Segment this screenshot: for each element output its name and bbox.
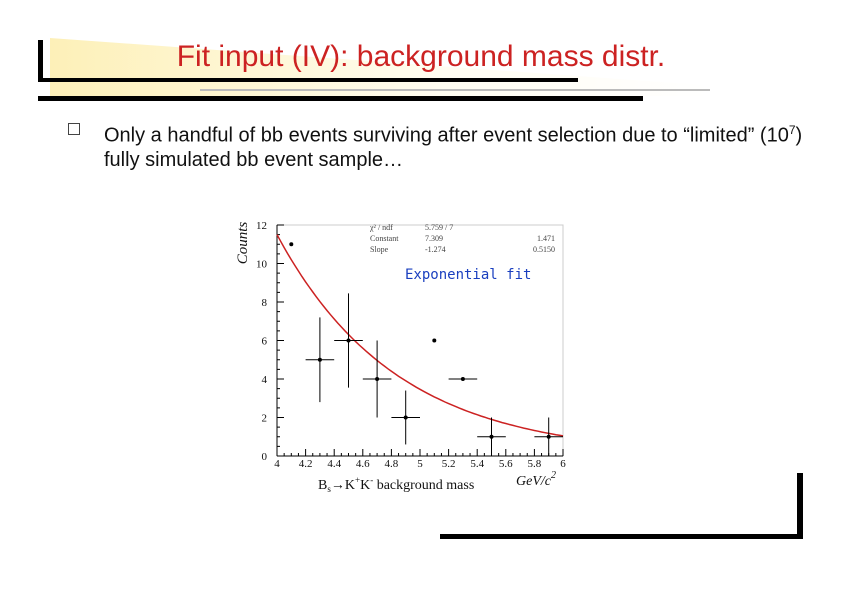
stats-value: -1.274 <box>425 245 446 254</box>
y-axis-label: Counts <box>235 222 251 265</box>
data-point <box>489 434 494 439</box>
data-point <box>546 434 551 439</box>
stats-name: χ² / ndf <box>369 223 393 232</box>
x-tick-label: 4 <box>274 458 280 470</box>
stats-name: Slope <box>370 245 389 254</box>
x-tick-label: 5.8 <box>528 458 542 470</box>
corner-bracket-vertical <box>797 473 803 539</box>
slide-title: Fit input (IV): background mass distr. <box>176 40 666 73</box>
x-axis-label: Bs→K+K- background mass <box>318 475 474 494</box>
stats-error: 0.5150 <box>533 245 555 254</box>
y-tick-label: 6 <box>262 336 268 348</box>
x-tick-label: 6 <box>560 458 566 470</box>
stats-value: 5.759 / 7 <box>425 223 453 232</box>
x-tick-label: 4.2 <box>299 458 313 470</box>
data-point <box>289 242 294 247</box>
x-axis-unit: GeV/c2 <box>516 470 556 489</box>
y-tick-label: 8 <box>262 297 268 309</box>
data-point <box>375 377 380 381</box>
y-tick-label: 12 <box>256 220 267 232</box>
x-tick-label: 5.2 <box>442 458 456 470</box>
data-point <box>317 357 322 362</box>
data-point <box>432 338 437 343</box>
y-tick-label: 2 <box>262 413 268 425</box>
x-tick-label: 4.8 <box>385 458 399 470</box>
stats-name: Constant <box>370 234 399 243</box>
title-underline-thin <box>200 89 710 91</box>
title-underline-thick <box>38 78 578 82</box>
title-bracket-vertical <box>38 40 43 80</box>
fit-annotation: Exponential fit <box>405 267 531 283</box>
x-tick-label: 5.4 <box>470 458 484 470</box>
data-point <box>403 415 408 420</box>
bullet-text: Only a handful of bb events surviving af… <box>104 123 803 171</box>
data-point <box>346 338 351 343</box>
stats-error: 1.471 <box>537 234 555 243</box>
x-tick-label: 4.6 <box>356 458 370 470</box>
x-tick-label: 5 <box>417 458 423 470</box>
title-underline-mid <box>38 96 643 101</box>
corner-bracket-horizontal <box>440 534 803 539</box>
y-tick-label: 4 <box>262 374 268 386</box>
y-tick-label: 10 <box>256 259 268 271</box>
stats-value: 7.309 <box>425 234 443 243</box>
x-tick-label: 4.4 <box>327 458 341 470</box>
bullet-square-icon <box>68 123 80 135</box>
y-tick-label: 0 <box>262 451 268 463</box>
x-tick-label: 5.6 <box>499 458 513 470</box>
stats-box: χ² / ndf 5.759 / 7 Constant 7.309 1.471 Slope… <box>369 223 555 254</box>
exponential-fit-curve <box>276 234 564 437</box>
data-point <box>460 377 465 381</box>
